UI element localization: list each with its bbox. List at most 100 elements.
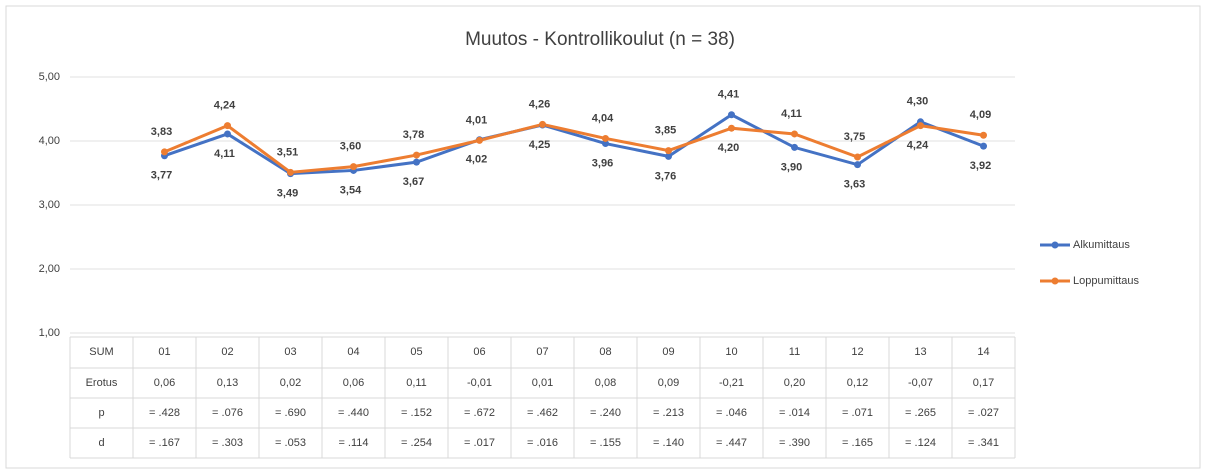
point: [413, 158, 420, 166]
table-cell: = .672: [464, 407, 495, 419]
point: [413, 151, 420, 159]
point: [980, 142, 987, 150]
x-tick-label: 14: [977, 346, 989, 358]
point: [287, 168, 294, 176]
table-cell: = .690: [275, 407, 306, 419]
table-cell: 0,12: [847, 377, 868, 389]
table-cell: = .390: [779, 437, 810, 449]
data-label: 3,67: [403, 176, 424, 188]
y-tick-label: 5,00: [39, 71, 60, 83]
table-cell: = .213: [653, 407, 684, 419]
table-cell: = .440: [338, 407, 369, 419]
data-label: 3,60: [340, 141, 361, 153]
legend-marker: [1051, 277, 1059, 285]
series-line: [163, 122, 984, 174]
y-tick-label: 4,00: [39, 135, 60, 147]
data-label: 4,20: [718, 142, 739, 154]
table-cell: 0,02: [280, 377, 301, 389]
x-tick-label: 03: [284, 346, 296, 358]
point: [161, 148, 168, 156]
data-label: 3,83: [151, 126, 172, 138]
table-cell: = .076: [212, 407, 243, 419]
data-label: 4,11: [781, 108, 802, 120]
legend-label: Alkumittaus: [1073, 239, 1130, 251]
point: [602, 140, 609, 148]
data-label: 3,49: [277, 188, 298, 200]
x-tick-label: 09: [662, 346, 674, 358]
x-tick-label: 02: [221, 346, 233, 358]
point: [728, 111, 735, 119]
table-cell: = .071: [842, 407, 873, 419]
table-cell: = .240: [590, 407, 621, 419]
table-cell: 0,09: [658, 377, 679, 389]
data-label: 4,04: [592, 112, 614, 124]
data-label: 4,41: [718, 89, 739, 101]
table-cell: = .341: [968, 437, 999, 449]
table-cell: = .114: [338, 437, 368, 449]
data-label: 4,24: [214, 100, 236, 112]
table-cell: 0,06: [343, 377, 364, 389]
y-tick-label: 2,00: [39, 263, 60, 275]
data-label: 3,76: [655, 170, 676, 182]
x-tick-label: 07: [536, 346, 548, 358]
data-label: 3,90: [781, 161, 802, 173]
x-tick-label: 04: [347, 346, 359, 358]
table-cell: 0,17: [973, 377, 994, 389]
table-header: SUM: [89, 346, 113, 358]
x-tick-label: 12: [851, 346, 863, 358]
table-cell: = .303: [212, 437, 243, 449]
table-cell: -0,07: [908, 377, 933, 389]
data-label: 3,63: [844, 179, 865, 191]
data-label: 3,85: [655, 125, 676, 137]
point: [980, 131, 987, 139]
x-tick-label: 11: [789, 346, 800, 358]
point: [224, 122, 231, 130]
table-cell: 0,01: [532, 377, 553, 389]
row-label: Erotus: [86, 377, 118, 389]
table-cell: = .265: [905, 407, 936, 419]
point: [791, 143, 798, 151]
table-cell: = .046: [716, 407, 747, 419]
x-tick-label: 01: [158, 346, 170, 358]
point: [539, 120, 546, 128]
data-label: 3,75: [844, 131, 865, 143]
point: [791, 130, 798, 138]
data-label: 3,51: [277, 146, 298, 158]
y-tick-label: 3,00: [39, 199, 60, 211]
table-cell: 0,06: [154, 377, 175, 389]
y-tick-label: 1,00: [39, 327, 60, 339]
table-cell: = .016: [527, 437, 558, 449]
data-label: 4,30: [907, 96, 928, 108]
data-label: 4,11: [214, 148, 235, 160]
chart-title: Muutos - Kontrollikoulut (n = 38): [465, 29, 735, 50]
row-label: p: [98, 407, 104, 419]
table-cell: -0,01: [467, 377, 492, 389]
point: [728, 124, 735, 132]
data-label: 3,78: [403, 129, 424, 141]
point: [854, 153, 861, 161]
point: [602, 134, 609, 142]
table-cell: = .254: [401, 437, 432, 449]
data-label: 4,26: [529, 98, 550, 110]
table-cell: = .167: [149, 437, 180, 449]
point: [917, 122, 924, 130]
data-label: 3,96: [592, 157, 613, 169]
x-tick-label: 10: [725, 346, 737, 358]
point: [224, 130, 231, 138]
table-cell: 0,20: [784, 377, 805, 389]
data-label: 4,09: [970, 109, 991, 121]
table-cell: 0,08: [595, 377, 616, 389]
table-cell: = .152: [401, 407, 432, 419]
row-label: d: [98, 437, 104, 449]
data-label: 4,25: [529, 139, 550, 151]
point: [350, 163, 357, 171]
table-cell: = .124: [905, 437, 936, 449]
data-label: 3,92: [970, 160, 991, 172]
point: [665, 152, 672, 160]
point: [476, 136, 483, 144]
x-tick-label: 08: [599, 346, 611, 358]
table-cell: = .428: [149, 407, 180, 419]
x-tick-label: 05: [410, 346, 422, 358]
table-cell: = .140: [653, 437, 684, 449]
